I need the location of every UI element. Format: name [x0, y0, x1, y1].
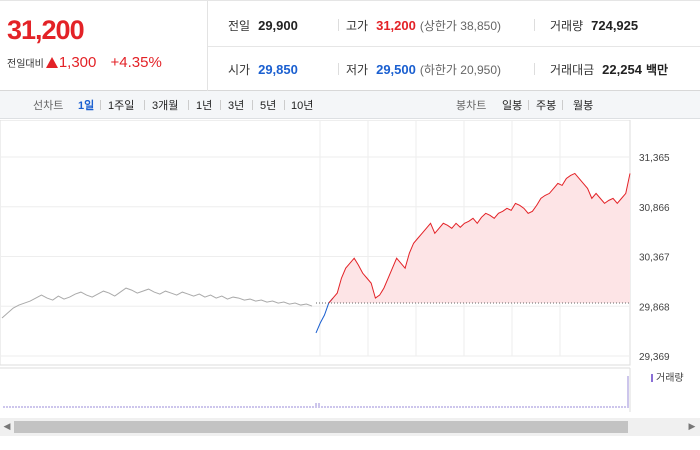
volume-legend: 거래량 [656, 372, 684, 384]
tab-3years[interactable]: 3년 [228, 100, 245, 112]
tab-10years[interactable]: 10년 [291, 100, 314, 112]
stat-divider [338, 63, 339, 75]
series-today-fill [316, 173, 630, 304]
tab-1day[interactable]: 1일 [78, 100, 95, 112]
chart-scrollbar[interactable]: ◀ ▶ [0, 418, 700, 436]
change-percent: +4.35% [110, 54, 162, 71]
y-tick-label: 30,367 [639, 253, 670, 264]
scroll-right-icon[interactable]: ▶ [688, 422, 696, 432]
tab-5years[interactable]: 5년 [260, 100, 277, 112]
scroll-left-icon[interactable]: ◀ [3, 422, 11, 432]
stat-divider [338, 19, 339, 31]
tab-divider [528, 100, 529, 110]
series-prev-day [1, 287, 313, 319]
price-summary: 31,200 전일대비 1,300 +4.35% [0, 1, 208, 91]
y-tick-label: 31,365 [639, 153, 670, 164]
tab-monthly-candle[interactable]: 월봉 [573, 100, 594, 112]
intraday-chart: 31,365 30,866 30,367 29,868 29,369 거래량 [0, 119, 700, 450]
y-tick-label: 29,868 [639, 302, 670, 313]
tab-divider [188, 100, 189, 110]
change-label: 전일대비 [7, 59, 44, 70]
stat-open: 시가 29,850 [228, 62, 298, 77]
stat-high: 고가 31,200 (상한가 38,850) [346, 18, 502, 33]
current-price: 31,200 [7, 15, 85, 45]
volume-legend-swatch [651, 374, 653, 382]
price-chart-svg: 31,365 30,866 30,367 29,868 29,369 거래량 [0, 119, 684, 412]
stat-divider [534, 63, 535, 75]
series-today-up [328, 172, 631, 304]
stat-amount: 거래대금 22,254 백만 [550, 62, 669, 77]
tab-daily-candle[interactable]: 일봉 [502, 100, 523, 112]
stat-low: 저가 29,500 (하한가 20,950) [346, 62, 502, 77]
stat-volume: 거래량 724,925 [550, 18, 639, 33]
change-value: 1,300 [58, 54, 97, 71]
stats-divider [208, 46, 700, 47]
tab-divider [220, 100, 221, 110]
y-tick-label: 30,866 [639, 203, 670, 214]
tab-divider [284, 100, 285, 110]
stat-prev-close: 전일 29,900 [228, 18, 298, 33]
up-triangle-icon [45, 57, 58, 68]
chart-period-toolbar: 선차트 1일 1주일 3개월 1년 3년 5년 10년 봉차트 일봉 주봉 월봉 [0, 91, 700, 119]
tab-divider [100, 100, 101, 110]
tab-1year[interactable]: 1년 [196, 100, 213, 112]
tab-divider [144, 100, 145, 110]
tab-divider [252, 100, 253, 110]
line-chart-label: 선차트 [33, 100, 64, 112]
y-tick-label: 29,369 [639, 352, 670, 363]
tab-3months[interactable]: 3개월 [152, 100, 179, 112]
scroll-thumb[interactable] [14, 421, 628, 433]
price-stats: 전일 29,900 고가 31,200 (상한가 38,850) 거래량 724,925… [208, 1, 700, 91]
quote-header: 31,200 전일대비 1,300 +4.35% 전일 29,900 고가 31,20… [0, 0, 700, 91]
tab-weekly-candle[interactable]: 주봉 [536, 100, 557, 112]
candle-chart-label: 봉차트 [456, 100, 487, 112]
price-change: 전일대비 1,300 +4.35% [7, 54, 162, 71]
tab-divider [562, 100, 563, 110]
stat-divider [534, 19, 535, 31]
tab-1week[interactable]: 1주일 [108, 100, 135, 112]
